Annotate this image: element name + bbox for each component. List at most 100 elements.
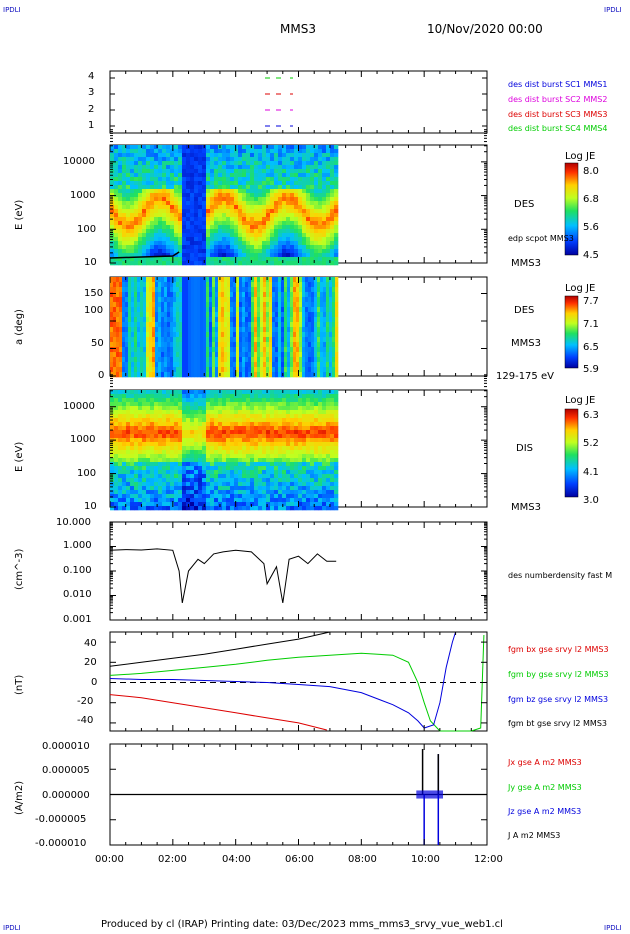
heat-cell-dis-energy [298,394,303,399]
heat-cell-des-pitch [161,327,165,333]
heat-cell-dis-energy [290,482,295,487]
heat-cell-dis-energy [130,398,135,403]
heat-cell-dis-energy [162,430,167,435]
heat-cell-des-energy [294,165,299,170]
heat-cell-dis-energy [330,458,335,463]
heat-cell-dis-energy [214,394,219,399]
heat-cell-dis-energy [282,422,287,427]
heat-cell-dis-energy [110,414,115,419]
heat-cell-des-energy [314,193,319,198]
heat-cell-des-pitch [329,332,333,338]
heat-cell-des-pitch [155,367,159,373]
heat-cell-dis-energy [206,442,211,447]
heat-cell-des-energy [162,193,167,198]
heat-cell-des-energy [222,245,227,250]
heat-cell-des-energy [170,149,175,154]
heat-cell-des-energy [154,233,159,238]
heat-cell-des-pitch [287,357,291,363]
heat-cell-des-energy [202,153,207,158]
heat-cell-des-energy [274,209,279,214]
heat-cell-des-pitch [278,337,282,343]
heat-cell-des-pitch [164,352,168,358]
heat-cell-des-energy [118,169,123,174]
heat-cell-des-energy [250,181,255,186]
heat-cell-des-pitch [305,282,309,288]
heat-cell-des-pitch [218,332,222,338]
heat-cell-dis-energy [206,486,211,491]
heat-cell-des-energy [134,225,139,230]
heat-cell-des-energy [234,213,239,218]
heat-cell-des-energy [318,173,323,178]
heat-cell-des-energy [242,213,247,218]
heat-cell-dis-energy [282,490,287,495]
heat-cell-dis-energy [138,422,143,427]
heat-cell-des-energy [302,173,307,178]
heat-cell-des-pitch [110,332,114,338]
heat-cell-dis-energy [270,482,275,487]
heat-cell-des-energy [286,213,291,218]
heat-cell-des-energy [146,197,151,202]
heat-cell-des-energy [246,197,251,202]
heat-cell-des-energy [298,173,303,178]
heat-cell-des-energy [226,149,231,154]
heat-cell-des-pitch [236,277,240,283]
heat-cell-dis-energy [138,394,143,399]
heat-cell-des-pitch [311,337,315,343]
heat-cell-dis-energy [230,422,235,427]
heat-cell-des-energy [126,209,131,214]
heat-cell-des-energy [218,233,223,238]
heat-cell-dis-energy [266,450,271,455]
heat-cell-dis-energy [138,494,143,499]
heat-cell-des-energy [130,245,135,250]
heat-cell-des-energy [286,221,291,226]
heat-cell-des-energy [306,257,311,262]
heat-cell-dis-energy [318,454,323,459]
heat-cell-dis-energy [218,422,223,427]
heat-cell-des-energy [170,185,175,190]
heat-cell-des-pitch [221,367,225,373]
heat-cell-des-energy [226,253,231,258]
heat-cell-des-pitch [200,277,204,283]
heat-cell-des-pitch [116,322,120,328]
heat-cell-dis-energy [246,506,251,511]
heat-cell-des-energy [322,193,327,198]
heat-cell-des-pitch [332,302,336,308]
heat-cell-des-energy [258,205,263,210]
heat-cell-des-energy [202,261,207,266]
heat-cell-des-energy [274,245,279,250]
heat-cell-des-energy [242,177,247,182]
heat-cell-des-energy [138,225,143,230]
heat-cell-dis-energy [218,462,223,467]
heat-cell-dis-energy [142,450,147,455]
heat-cell-des-energy [254,161,259,166]
heat-cell-des-pitch [251,287,255,293]
heat-cell-des-energy [242,225,247,230]
heat-cell-des-energy [186,253,191,258]
heat-cell-dis-energy [246,478,251,483]
heat-cell-des-pitch [239,287,243,293]
heat-cell-dis-energy [162,454,167,459]
heat-cell-des-energy [182,225,187,230]
heat-cell-des-energy [326,185,331,190]
heat-cell-des-pitch [236,307,240,313]
heat-cell-dis-energy [114,506,119,511]
heat-cell-dis-energy [294,466,299,471]
heat-cell-des-energy [174,153,179,158]
heat-cell-dis-energy [266,398,271,403]
heat-cell-des-energy [170,189,175,194]
heat-cell-des-energy [166,257,171,262]
heat-cell-des-pitch [317,312,321,318]
heat-cell-dis-energy [110,454,115,459]
heat-cell-dis-energy [178,482,183,487]
heat-cell-dis-energy [282,458,287,463]
heat-cell-des-energy [266,181,271,186]
heat-cell-des-energy [130,145,135,150]
heat-cell-des-pitch [203,297,207,303]
heat-cell-dis-energy [278,422,283,427]
heat-cell-des-energy [298,205,303,210]
heat-cell-des-pitch [233,352,237,358]
heat-cell-des-pitch [329,372,333,378]
heat-cell-des-pitch [299,337,303,343]
heat-cell-des-pitch [158,337,162,343]
heat-cell-dis-energy [150,422,155,427]
